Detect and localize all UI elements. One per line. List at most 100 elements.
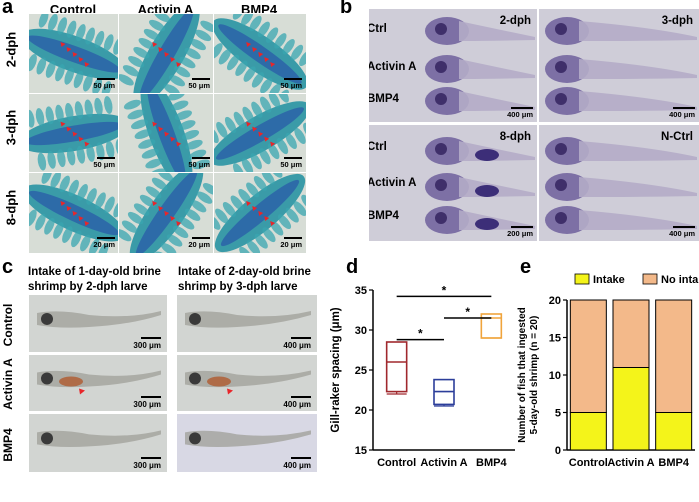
panel-a-tile: 50 μm [213,13,307,95]
panel-b-scale-label: 400 μm [669,229,695,238]
panel-b-tile: 8-dph Ctrl Activin A BMP4 200 μm [368,124,538,242]
gill-filament [65,102,74,121]
larva-tail [459,21,535,41]
y-tick-label: 0 [555,445,561,457]
red-arrowhead [176,221,182,226]
gill-filament [115,138,119,157]
bar-segment [655,412,693,451]
panel-c-row-control: Control [1,303,15,347]
gill-filament [257,21,270,38]
red-arrowhead [270,62,276,67]
larva-outline [37,370,161,388]
gill-filament [127,211,144,225]
gill-filament [167,94,185,101]
gill-filament [214,126,219,144]
gill-filament [121,220,138,233]
panel-b-scale-label: 200 μm [507,229,533,238]
panel-b-quadrant-title: 3-dph [661,15,693,27]
panel-a-scale-label: 20 μm [188,240,210,249]
larva-eye [435,61,447,73]
gill-filament [75,24,86,42]
gill-filament [89,238,100,253]
gill-filament [178,217,195,230]
larva-gut [475,185,499,197]
gill-filament [253,176,267,191]
gill-filament [246,182,260,198]
gill-filament [55,64,65,82]
panel-d-box-chart: 15 20 25 30 35 Gill-raker spacing (μm) Control… [330,283,515,469]
panel-a-tile-image [119,173,214,253]
gill-filament [218,48,231,65]
red-arrowhead [78,216,84,221]
larva-eye [555,143,567,155]
y-tick-label: 15 [549,333,561,345]
red-arrowhead [158,206,164,211]
panel-a-scale-label: 50 μm [188,160,210,169]
panel-a-scale-bar [284,78,302,80]
panel-b-row-label: Activin A [368,61,417,73]
gill-filament [239,246,253,253]
gill-filament [94,97,103,116]
panel-a-scale-bar [192,78,210,80]
gill-filament [277,94,289,103]
gill-filament [53,222,64,239]
red-arrowhead [258,52,264,57]
gill-filament [269,173,283,178]
red-arrowhead [60,201,66,206]
panel-b-tile-image [545,17,697,115]
panel-c-scale-bar [141,457,161,459]
gill-filament [238,189,252,204]
gill-filament [200,20,214,33]
panel-e-label: e [520,256,532,278]
gill-filament [74,101,84,120]
red-arrowhead [84,221,90,226]
gill-filament [261,173,275,185]
panel-c-tile-image [37,310,161,328]
gill-filament [139,194,156,208]
gill-filament [131,119,149,130]
larva-body [37,370,161,395]
gill-filament [35,213,46,231]
red-arrowhead [270,141,276,147]
red-arrowhead [258,211,264,216]
gill-filament [224,116,237,133]
gill-filament [141,148,159,159]
gill-filament [190,200,207,213]
larva-tail [579,210,697,230]
gill-filament [202,182,214,196]
gill-filament [104,196,115,214]
panel-a-scale-bar [284,157,302,159]
larva-body [425,17,535,45]
gill-filament [29,209,37,227]
gill-filament [168,74,186,87]
larva-body [425,87,535,115]
panel-a-scale-bar [97,157,115,159]
gill-filament [157,173,174,182]
panel-a-tile-image [29,96,119,171]
gill-filament [230,195,244,211]
gill-filament [216,121,228,139]
red-arrowhead [72,131,78,137]
gill-filament [73,70,84,89]
larva-body [545,17,697,45]
red-arrowhead [264,136,270,142]
gill-filament [172,225,189,239]
larva-body [37,310,161,328]
gill-filament [195,29,212,42]
larva-head [425,87,469,115]
panel-c-tile-image [37,430,161,448]
panel-a-row-3dph: 3-dph [3,109,19,146]
red-arrowhead [78,57,84,62]
larva-gut [207,376,231,387]
legend-label: Intake [593,274,625,286]
gill-filament [41,173,53,184]
gill-filament [57,17,68,35]
panel-c-tile-image [37,370,161,395]
panel-a-row-8dph: 8-dph [3,189,19,226]
gill-filament [68,179,79,197]
y-axis-label-line2: 5-day-old shrimp (n = 20) [529,316,540,435]
larva-tail [579,59,697,79]
red-arrowhead [246,121,252,127]
gill-filament [37,152,47,171]
gill-filament [196,191,213,204]
